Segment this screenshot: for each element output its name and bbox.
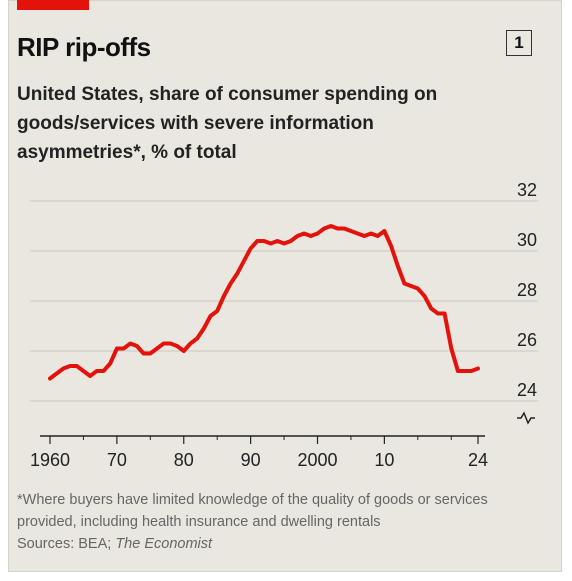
x-tick-label-70: 70 [107,450,127,470]
footnote-sources: Sources: BEA; The Economist [17,533,547,555]
axis-break-icon [517,411,535,425]
chart-number-badge: 1 [506,30,532,56]
y-tick-label-24: 24 [517,380,537,400]
series-layer [48,224,480,381]
x-tick-label-1960: 1960 [30,450,70,470]
y-tick-label-26: 26 [517,330,537,350]
y-axis-break [517,411,535,425]
chart-subtitle: United States, share of consumer spendin… [17,84,438,163]
x-tick-label-2000: 2000 [297,450,337,470]
chart-card [8,0,562,572]
x-tick-label-90: 90 [241,450,261,470]
y-axis-labels: 24 26 28 30 32 [517,180,537,400]
sources-publication: The Economist [115,536,213,552]
y-tick-label-32: 32 [517,180,537,200]
x-tick-label-80: 80 [174,450,194,470]
x-tick-label-10: 10 [374,450,394,470]
chart-title: RIP rip-offs [17,32,151,62]
y-tick-label-30: 30 [517,230,537,250]
footnote-note: *Where buyers have limited knowledge of … [17,492,488,530]
accent-bar [17,0,89,10]
x-tick-label-24: 24 [468,450,488,470]
y-tick-label-28: 28 [517,280,537,300]
sources-prefix: Sources: BEA; [17,536,116,552]
series-line-0 [48,224,480,381]
footnote: *Where buyers have limited knowledge of … [17,489,547,555]
x-axis: 1960 70 80 90 2000 10 24 [30,435,488,470]
